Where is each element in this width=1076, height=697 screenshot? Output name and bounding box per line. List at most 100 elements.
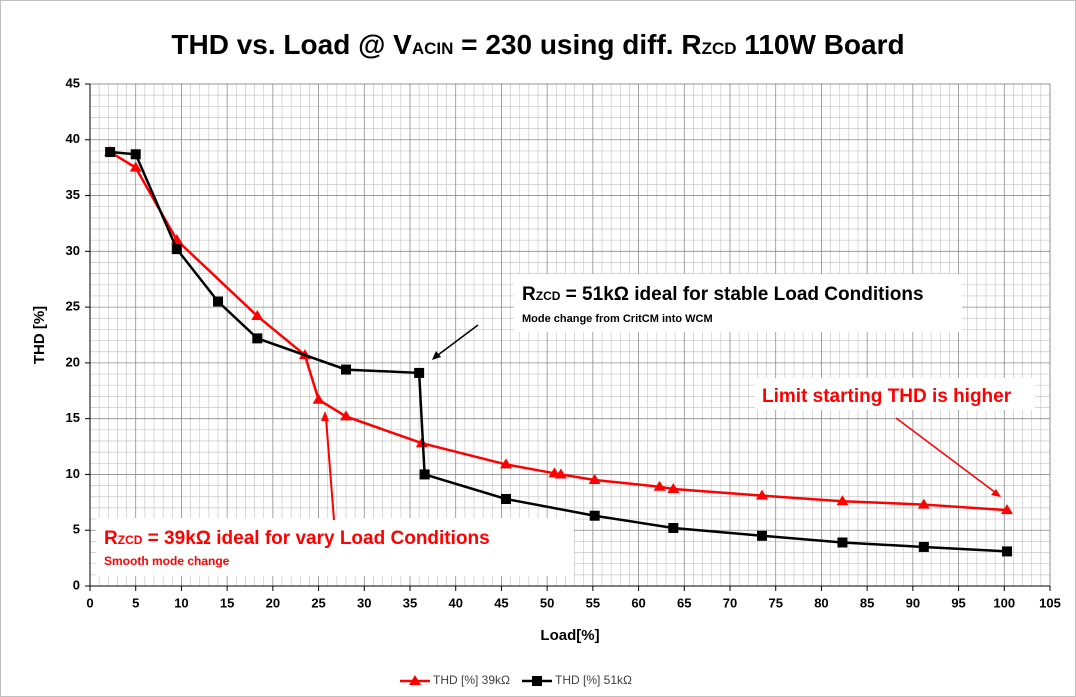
marker [312, 393, 325, 404]
annotation-part: = 39kΩ ideal for vary Load Conditions [142, 528, 489, 549]
x-tick-label: 10 [174, 595, 188, 610]
marker [1001, 504, 1014, 515]
x-tick-label: 25 [311, 595, 325, 610]
x-tick-label: 70 [723, 595, 737, 610]
annotation-box [755, 378, 1035, 410]
arrowhead [321, 411, 329, 421]
x-tick-label: 45 [494, 595, 508, 610]
x-tick-label: 75 [768, 595, 782, 610]
arrow [895, 417, 997, 494]
annotation-part: R [522, 284, 536, 305]
x-tick-label: 100 [993, 595, 1015, 610]
marker [918, 541, 929, 552]
x-tick-label: 50 [540, 595, 554, 610]
annotation: Smooth mode change [104, 554, 230, 568]
marker [501, 493, 511, 504]
x-tick-label: 20 [266, 595, 280, 610]
chart-title: THD vs. Load @ VACIN = 230 using diff. R… [171, 29, 904, 60]
y-tick-label: 5 [73, 522, 80, 537]
y-tick-label: 45 [66, 75, 80, 90]
annotation-part: R [104, 528, 118, 549]
title-part: = 230 using diff. R [453, 29, 701, 60]
legend: THD [%] 39kΩ THD [%] 51kΩ [400, 673, 632, 687]
annotation: Mode change from CritCM into WCM [522, 313, 713, 325]
y-tick-label: 20 [66, 354, 80, 369]
marker [130, 149, 141, 160]
marker [419, 469, 430, 480]
x-axis-title: Load[%] [540, 627, 599, 644]
marker [554, 468, 567, 479]
marker [213, 296, 223, 307]
x-tick-label: 95 [951, 595, 965, 610]
marker [340, 410, 352, 421]
legend-label: THD [%] 51kΩ [555, 673, 632, 687]
marker [653, 480, 666, 491]
series-line [109, 150, 1008, 512]
title-part: THD vs. Load @ V [171, 29, 412, 60]
annotation-part: = 51kΩ ideal for stable Load Conditions [560, 284, 923, 305]
marker [668, 522, 679, 533]
x-tick-label: 60 [631, 595, 645, 610]
annotation: RZCD = 39kΩ ideal for vary Load Conditio… [104, 528, 490, 549]
annotation-part: Mode change from CritCM into WCM [522, 313, 713, 325]
annotation-part: Limit starting THD is higher [762, 386, 1012, 407]
marker [251, 310, 264, 321]
marker [667, 482, 680, 493]
annotation: Limit starting THD is higher [762, 386, 1012, 407]
x-tick-label: 80 [814, 595, 828, 610]
annotations: RZCD = 51kΩ ideal for stable Load Condit… [96, 274, 1035, 576]
y-tick-label: 35 [66, 187, 80, 202]
marker [105, 147, 116, 158]
x-tick-label: 15 [220, 595, 234, 610]
grid: 0 5 10 15 20 25 30 35 40 45 50 55 60 65 70 75 80 85 90 95 10… [66, 75, 1061, 610]
annotation-sub: ZCD [118, 533, 143, 547]
plot [104, 146, 1014, 557]
title-sub: ACIN [412, 39, 454, 58]
marker [409, 675, 421, 685]
x-tick-label: 55 [586, 595, 600, 610]
annotation: RZCD = 51kΩ ideal for stable Load Condit… [522, 284, 924, 305]
title-sub: ZCD [702, 39, 737, 58]
x-tick-label: 105 [1039, 595, 1061, 610]
title-part: 110W Board [737, 29, 905, 60]
x-tick-label: 90 [906, 595, 920, 610]
y-tick-label: 15 [66, 410, 80, 425]
marker [836, 495, 849, 506]
annotation-box [514, 274, 962, 332]
y-tick-label: 30 [66, 243, 80, 258]
x-tick-label: 30 [357, 595, 371, 610]
marker [129, 161, 142, 172]
marker [341, 364, 351, 375]
annotation-sub: ZCD [536, 289, 561, 303]
marker [532, 676, 542, 686]
x-tick-label: 0 [86, 595, 93, 610]
marker [414, 367, 425, 378]
marker [500, 458, 512, 469]
marker [589, 510, 600, 521]
x-tick-label: 40 [448, 595, 462, 610]
y-tick-label: 10 [66, 466, 80, 481]
arrowhead [991, 489, 1001, 497]
legend-label: THD [%] 39kΩ [433, 673, 510, 687]
marker [917, 498, 930, 509]
arrow [433, 324, 479, 359]
x-tick-label: 5 [132, 595, 139, 610]
x-tick-label: 65 [677, 595, 691, 610]
x-tick-label: 35 [403, 595, 417, 610]
arrowhead [432, 351, 441, 360]
marker [171, 244, 182, 255]
y-tick-label: 40 [66, 131, 80, 146]
annotation-box [96, 518, 574, 576]
y-axis-title: THD [%] [31, 306, 48, 364]
marker [588, 474, 601, 485]
marker [252, 333, 263, 344]
x-tick-label: 85 [860, 595, 874, 610]
y-tick-label: 0 [73, 577, 80, 592]
arrow [325, 417, 335, 521]
y-tick-label: 25 [66, 299, 80, 314]
marker [837, 537, 848, 548]
marker [757, 530, 767, 541]
marker [756, 489, 768, 500]
marker [1002, 546, 1013, 557]
